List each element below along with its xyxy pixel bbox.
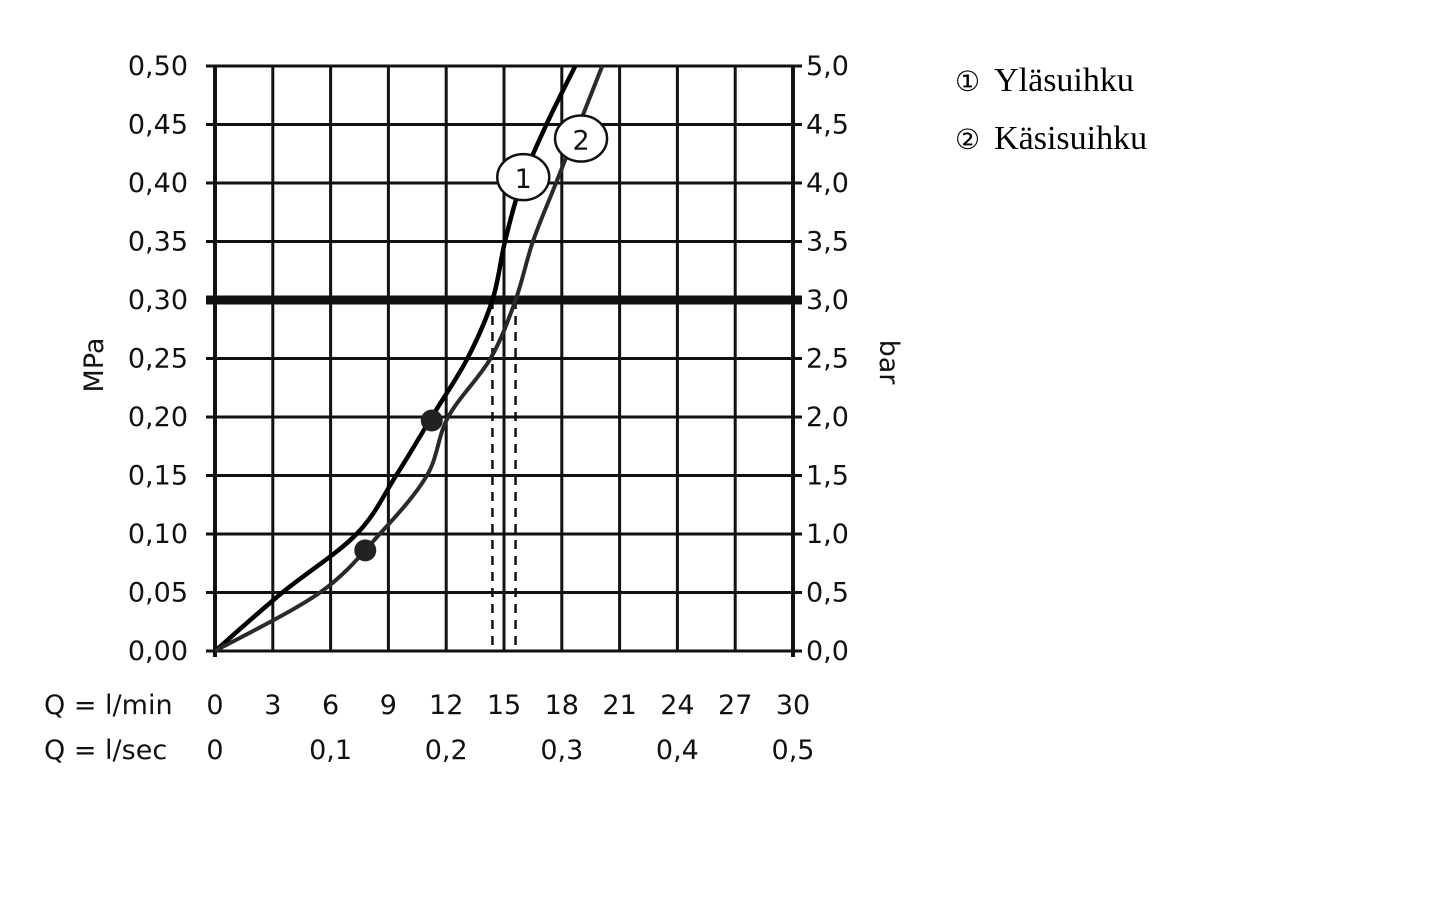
y-tick-left: 0,50 bbox=[128, 51, 188, 82]
series-label-circle-1 bbox=[496, 152, 551, 202]
x-axis-label-lmin: Q = l/min bbox=[44, 690, 173, 721]
y-tick-right: 5,0 bbox=[806, 51, 849, 82]
y-tick-left: 0,15 bbox=[128, 461, 188, 492]
y-tick-left: 0,25 bbox=[128, 344, 188, 375]
x-tick-lsec: 0,2 bbox=[425, 735, 468, 766]
x-tick-lsec: 0,3 bbox=[540, 735, 583, 766]
legend-item-2: ② Käsisuihku bbox=[955, 120, 1147, 158]
legend-symbol: ② bbox=[955, 123, 981, 156]
y-tick-left: 0,10 bbox=[128, 519, 188, 550]
x-tick-lsec: 0,5 bbox=[772, 735, 815, 766]
x-axis-label-lsec: Q = l/sec bbox=[44, 735, 167, 766]
y-tick-left: 0,45 bbox=[128, 110, 188, 141]
marks: 12 bbox=[213, 65, 609, 653]
x-tick-lmin: 24 bbox=[660, 690, 694, 721]
x-tick-lmin: 0 bbox=[206, 690, 223, 721]
series-point-1 bbox=[420, 409, 443, 432]
legend-label: Käsisuihku bbox=[994, 120, 1148, 157]
grid bbox=[206, 64, 802, 657]
x-tick-lmin: 6 bbox=[322, 690, 339, 721]
y-tick-right: 3,5 bbox=[806, 227, 849, 258]
legend-symbol: ① bbox=[955, 65, 981, 98]
x-tick-lsec: 0,4 bbox=[656, 735, 699, 766]
y-tick-left: 0,40 bbox=[128, 168, 188, 199]
y-tick-right: 4,5 bbox=[806, 110, 849, 141]
series-line-2 bbox=[214, 65, 605, 653]
series-label-1: 1 bbox=[515, 164, 532, 195]
x-tick-lmin: 21 bbox=[602, 690, 636, 721]
x-tick-lmin: 18 bbox=[545, 690, 579, 721]
series-label-2: 2 bbox=[572, 126, 589, 157]
x-tick-lmin: 27 bbox=[718, 690, 752, 721]
legend-label: Yläsuihku bbox=[994, 62, 1134, 99]
y-tick-right: 1,0 bbox=[806, 519, 849, 550]
y-tick-left: 0,35 bbox=[128, 227, 188, 258]
x-tick-lsec: 0,1 bbox=[309, 735, 352, 766]
y-axis-label-left: MPa bbox=[79, 338, 110, 393]
x-tick-lsec: 0 bbox=[206, 735, 223, 766]
y-tick-right: 2,0 bbox=[806, 402, 849, 433]
x-tick-lmin: 12 bbox=[429, 690, 463, 721]
legend-item-1: ① Yläsuihku bbox=[955, 62, 1134, 100]
x-tick-lmin: 15 bbox=[487, 690, 521, 721]
series-point-2 bbox=[354, 539, 377, 562]
y-tick-right: 3,0 bbox=[806, 285, 849, 316]
y-tick-right: 4,0 bbox=[806, 168, 849, 199]
series-label-circle-2 bbox=[553, 114, 609, 163]
y-tick-right: 1,5 bbox=[806, 461, 849, 492]
tick-labels: 0,00 0,00,05 0,50,10 1,00,15 1,50,20 2,00,25 2… bbox=[128, 51, 849, 766]
y-tick-left: 0,05 bbox=[128, 578, 188, 609]
y-tick-right: 0,5 bbox=[806, 578, 849, 609]
y-tick-left: 0,00 bbox=[128, 636, 188, 667]
y-tick-left: 0,20 bbox=[128, 402, 188, 433]
y-axis-label-right: bar bbox=[873, 340, 904, 386]
x-tick-lmin: 9 bbox=[380, 690, 397, 721]
y-tick-right: 0,0 bbox=[806, 636, 849, 667]
x-tick-lmin: 30 bbox=[776, 690, 810, 721]
x-tick-lmin: 3 bbox=[264, 690, 281, 721]
y-tick-right: 2,5 bbox=[806, 344, 849, 375]
y-tick-left: 0,30 bbox=[128, 285, 188, 316]
